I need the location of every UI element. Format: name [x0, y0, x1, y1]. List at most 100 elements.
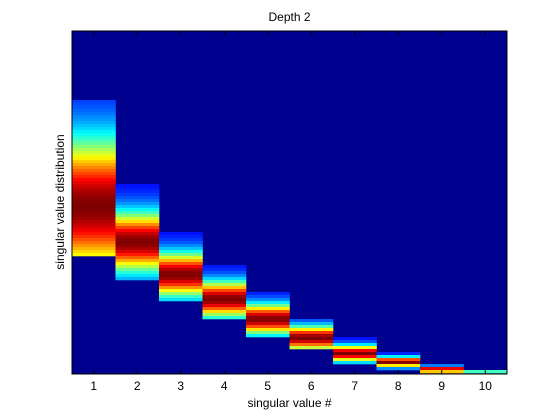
x-tick-label: 6 [308, 379, 315, 393]
heatmap-cell [115, 190, 160, 194]
heatmap-cell [159, 298, 203, 302]
heatmap-cell [72, 130, 116, 134]
heatmap-cell [159, 259, 203, 263]
heatmap-cell [376, 361, 421, 365]
plot-area [71, 30, 508, 375]
x-axis-ticks: 1 2 3 4 5 6 7 8 9 10 [90, 31, 492, 393]
heatmap-cell [289, 331, 334, 335]
heatmap-cell [202, 304, 247, 308]
heatmap-cell [72, 208, 116, 212]
heatmap-cell [72, 253, 116, 257]
heatmap-cell [115, 241, 160, 245]
heatmap-cell [289, 322, 334, 326]
heatmap-cell [159, 295, 203, 299]
heatmap-cell [202, 283, 247, 287]
heatmap-cell [115, 199, 160, 203]
heatmap-cell [115, 259, 160, 263]
heatmap-cell [159, 244, 203, 248]
heatmap-cell [115, 205, 160, 209]
y-axis-label: singular value distribution [53, 134, 67, 269]
heatmap-cell [246, 307, 290, 311]
heatmap-cell [289, 343, 334, 347]
heatmap-cell [159, 250, 203, 254]
heatmap-cell [115, 226, 160, 230]
heatmap-cell [159, 241, 203, 245]
heatmap-cell [246, 298, 290, 302]
heatmap-cell [159, 268, 203, 272]
heatmap-cell [202, 310, 247, 314]
heatmap-cell [72, 127, 116, 131]
heatmap-cell [72, 241, 116, 245]
heatmap-cell [202, 301, 247, 305]
heatmap-cell [72, 214, 116, 218]
heatmap-cell [115, 277, 160, 281]
heatmap-cell [202, 280, 247, 284]
heatmap-cell [72, 148, 116, 152]
heatmap-cell [202, 295, 247, 299]
heatmap-cell [246, 334, 290, 338]
heatmap-cell [159, 280, 203, 284]
heatmap-column-7 [333, 337, 377, 365]
heatmap-column-8 [376, 352, 421, 371]
heatmap-cell [246, 322, 290, 326]
heatmap-cell [72, 154, 116, 158]
heatmap-cell [72, 163, 116, 167]
plot-frame [71, 30, 508, 375]
heatmap-cell [72, 229, 116, 233]
heatmap-cell [333, 361, 377, 365]
heatmap-cell [115, 247, 160, 251]
heatmap-cell [202, 268, 247, 272]
heatmap-cell [115, 256, 160, 260]
heatmap-cell [115, 238, 160, 242]
heatmap-cell [72, 121, 116, 125]
heatmap-cell [72, 166, 116, 170]
heatmap-cell [115, 268, 160, 272]
heatmap-cell [72, 169, 116, 173]
heatmap-cell [72, 115, 116, 119]
x-tick-label: 3 [177, 379, 184, 393]
heatmap-cell [289, 340, 334, 344]
heatmap-cell [246, 328, 290, 332]
heatmap-cell [159, 292, 203, 296]
heatmap-cell [72, 223, 116, 227]
heatmap-cell [72, 124, 116, 128]
heatmap-cell [72, 226, 116, 230]
heatmap-cell [202, 316, 247, 320]
heatmap-column-1 [72, 100, 116, 257]
heatmap-cell [72, 106, 116, 110]
heatmap-cell [159, 289, 203, 293]
heatmap-cell [159, 265, 203, 269]
heatmap-cell [72, 193, 116, 197]
heatmap-cell [159, 271, 203, 275]
heatmap-cell [202, 286, 247, 290]
heatmap-cell [72, 190, 116, 194]
heatmap-cell [115, 184, 160, 188]
heatmap-cell [246, 295, 290, 299]
heatmap-cell [72, 142, 116, 146]
heatmap-cell [72, 196, 116, 200]
heatmap-cell [246, 325, 290, 329]
heatmap-cell [72, 238, 116, 242]
heatmap-cell [202, 277, 247, 281]
heatmap-cell [159, 262, 203, 266]
heatmap-cell [202, 307, 247, 311]
heatmap-cell [159, 253, 203, 257]
heatmap-cells [72, 100, 508, 374]
heatmap-cell [72, 232, 116, 236]
heatmap-cell [72, 202, 116, 206]
heatmap-cell [246, 301, 290, 305]
heatmap-cell [289, 337, 334, 341]
heatmap-cell [72, 178, 116, 182]
heatmap-cell [159, 235, 203, 239]
heatmap-cell [159, 286, 203, 290]
heatmap-cell [115, 229, 160, 233]
heatmap-cell [115, 193, 160, 197]
heatmap-cell [246, 304, 290, 308]
heatmap-cell [115, 253, 160, 257]
x-tick-label: 7 [351, 379, 358, 393]
heatmap-cell [115, 208, 160, 212]
heatmap-cell [72, 136, 116, 140]
heatmap-cell [72, 181, 116, 185]
heatmap-cell [115, 211, 160, 215]
